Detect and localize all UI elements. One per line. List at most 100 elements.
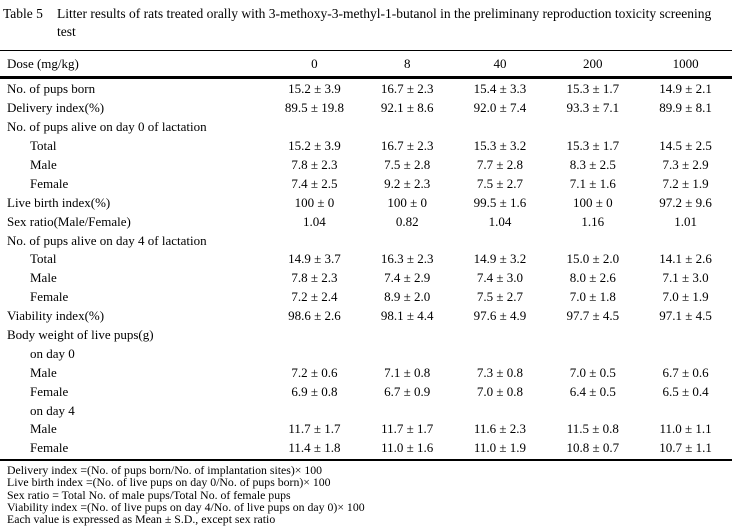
litter-results-table: Dose (mg/kg) 0 8 40 200 1000 No. of pups… <box>0 50 732 461</box>
table-body: No. of pups born 15.2 ± 3.9 16.7 ± 2.3 15.4… <box>0 79 732 461</box>
value-cell: 97.6 ± 4.9 <box>473 308 527 324</box>
value-cell: 98.6 ± 2.6 <box>288 308 341 324</box>
value-cell: 1.01 <box>674 213 697 229</box>
value-cell: 7.7 ± 2.8 <box>476 157 524 172</box>
value-cell: 98.1 ± 4.4 <box>380 308 434 324</box>
value-cell: 11.6 ± 2.3 <box>473 421 527 437</box>
value-cell: 7.2 ± 0.6 <box>291 364 338 380</box>
value-cell: 14.1 ± 2.6 <box>659 251 712 267</box>
value-cell: 1.16 <box>581 213 605 229</box>
value-cell: 100 ± 0 <box>294 194 335 210</box>
value-cell: 7.5 ± 2.8 <box>384 157 431 172</box>
value-cell: 7.1 ± 3.0 <box>662 270 709 286</box>
value-cell: 15.2 ± 3.9 <box>288 138 341 154</box>
value-cell: 14.9 ± 3.7 <box>288 251 341 267</box>
table-row: No. of pups alive on day 0 of lactation <box>0 118 732 137</box>
row-label: on day 4 <box>30 402 75 418</box>
value-cell: 0.82 <box>395 213 419 229</box>
value-cell: 7.0 ± 0.5 <box>569 364 616 380</box>
dose-column-header: 40 <box>493 55 507 71</box>
value-cell: 8.3 ± 2.5 <box>569 157 616 172</box>
table-row: No. of pups born 15.2 ± 3.9 16.7 ± 2.3 15.4… <box>0 80 732 99</box>
value-cell: 14.5 ± 2.5 <box>659 138 712 154</box>
table-row: Female 7.2 ± 2.4 8.9 ± 2.0 7.5 ± 2.7 7.0 ± 1… <box>0 288 732 307</box>
table-caption: Table 5 Litter results of rats treated o… <box>0 0 732 41</box>
value-cell: 6.7 ± 0.9 <box>384 383 431 399</box>
value-cell: 15.3 ± 1.7 <box>566 81 620 97</box>
value-cell: 92.0 ± 7.4 <box>473 100 527 116</box>
value-cell: 11.4 ± 1.8 <box>288 440 341 456</box>
value-cell: 11.7 ± 1.7 <box>381 421 434 437</box>
value-cell: 14.9 ± 3.2 <box>473 251 527 267</box>
table-row: No. of pups alive on day 4 of lactation <box>0 231 732 250</box>
table-row: Male 11.7 ± 1.7 11.7 ± 1.7 11.6 ± 2.3 11.5 ±… <box>0 420 732 439</box>
row-label: Female <box>30 175 69 191</box>
value-cell: 92.1 ± 8.6 <box>380 100 434 116</box>
value-cell: 11.5 ± 0.8 <box>566 421 619 437</box>
row-label: Live birth index(%) <box>7 194 111 210</box>
table-row: Female 6.9 ± 0.8 6.7 ± 0.9 7.0 ± 0.8 6.4 ± 0… <box>0 382 732 401</box>
row-label: Delivery index(%) <box>7 100 105 116</box>
table-row: Viability index(%) 98.6 ± 2.6 98.1 ± 4.4 97… <box>0 307 732 326</box>
value-cell: 7.2 ± 1.9 <box>662 175 709 191</box>
table-row: Male 7.8 ± 2.3 7.4 ± 2.9 7.4 ± 3.0 8.0 ± 2.6… <box>0 269 732 288</box>
value-cell: 11.7 ± 1.7 <box>288 421 341 437</box>
value-cell: 6.4 ± 0.5 <box>569 383 616 399</box>
row-label: Male <box>30 157 57 172</box>
value-cell: 7.3 ± 2.9 <box>662 157 709 172</box>
row-label: on day 0 <box>30 345 75 361</box>
value-cell: 89.5 ± 19.8 <box>284 100 344 116</box>
value-cell: 7.3 ± 0.8 <box>476 364 524 380</box>
row-label: Female <box>30 383 69 399</box>
value-cell: 15.0 ± 2.0 <box>566 251 620 267</box>
value-cell: 9.2 ± 2.3 <box>384 175 431 191</box>
value-cell: 15.4 ± 3.3 <box>473 81 527 97</box>
value-cell: 6.9 ± 0.8 <box>291 383 338 399</box>
value-cell: 97.1 ± 4.5 <box>659 308 712 324</box>
row-label: Sex ratio(Male/Female) <box>7 213 131 229</box>
table-row: Total 14.9 ± 3.7 16.3 ± 2.3 14.9 ± 3.2 15.0 … <box>0 250 732 269</box>
value-cell: 7.1 ± 0.8 <box>384 364 431 380</box>
value-cell: 97.7 ± 4.5 <box>566 308 620 324</box>
row-label: Female <box>30 289 69 305</box>
table-row: Sex ratio(Male/Female) 1.04 0.82 1.04 1.16 1.… <box>0 212 732 231</box>
dose-column-header: 200 <box>583 55 603 71</box>
value-cell: 15.2 ± 3.9 <box>288 81 341 97</box>
value-cell: 7.8 ± 2.3 <box>291 157 338 172</box>
value-cell: 11.0 ± 1.6 <box>381 440 434 456</box>
value-cell: 16.7 ± 2.3 <box>380 81 434 97</box>
value-cell: 7.4 ± 2.9 <box>384 270 431 286</box>
row-label: Female <box>30 440 69 456</box>
value-cell: 16.7 ± 2.3 <box>380 138 434 154</box>
value-cell: 97.2 ± 9.6 <box>659 194 712 210</box>
table-row: on day 0 <box>0 344 732 363</box>
value-cell: 10.7 ± 1.1 <box>659 440 712 456</box>
value-cell: 15.3 ± 1.7 <box>566 138 620 154</box>
value-cell: 8.0 ± 2.6 <box>569 270 616 286</box>
value-cell: 7.4 ± 2.5 <box>291 175 338 191</box>
value-cell: 1.04 <box>488 213 512 229</box>
table-row: Delivery index(%) 89.5 ± 19.8 92.1 ± 8.6 92… <box>0 99 732 118</box>
table-row: Total 15.2 ± 3.9 16.7 ± 2.3 15.3 ± 3.2 15.3 … <box>0 137 732 156</box>
value-cell: 7.0 ± 1.9 <box>662 289 709 305</box>
row-label: No. of pups alive on day 4 of lactation <box>7 232 207 248</box>
value-cell: 11.0 ± 1.1 <box>659 421 712 437</box>
table-footnotes: Delivery index =(No. of pups born/No. of… <box>0 461 732 525</box>
value-cell: 6.7 ± 0.6 <box>662 364 709 380</box>
value-cell: 93.3 ± 7.1 <box>566 100 620 116</box>
table-row: Male 7.2 ± 0.6 7.1 ± 0.8 7.3 ± 0.8 7.0 ± 0.5… <box>0 363 732 382</box>
footnote-sex-ratio: Sex ratio = Total No. of male pups/Total… <box>7 487 291 502</box>
table-header-row: Dose (mg/kg) 0 8 40 200 1000 <box>0 50 732 79</box>
value-cell: 7.0 ± 0.8 <box>476 383 524 399</box>
row-label: Male <box>30 421 57 437</box>
caption-text: Litter results of rats treated orally wi… <box>57 6 712 39</box>
value-cell: 7.8 ± 2.3 <box>291 270 338 286</box>
value-cell: 8.9 ± 2.0 <box>384 289 431 305</box>
value-cell: 1.04 <box>303 213 326 229</box>
value-cell: 7.5 ± 2.7 <box>476 289 524 305</box>
table-row: Live birth index(%) 100 ± 0 100 ± 0 99.5 ± … <box>0 193 732 212</box>
row-label: No. of pups alive on day 0 of lactation <box>7 119 207 135</box>
value-cell: 99.5 ± 1.6 <box>473 194 527 210</box>
table-number: Table 5 <box>3 6 43 21</box>
